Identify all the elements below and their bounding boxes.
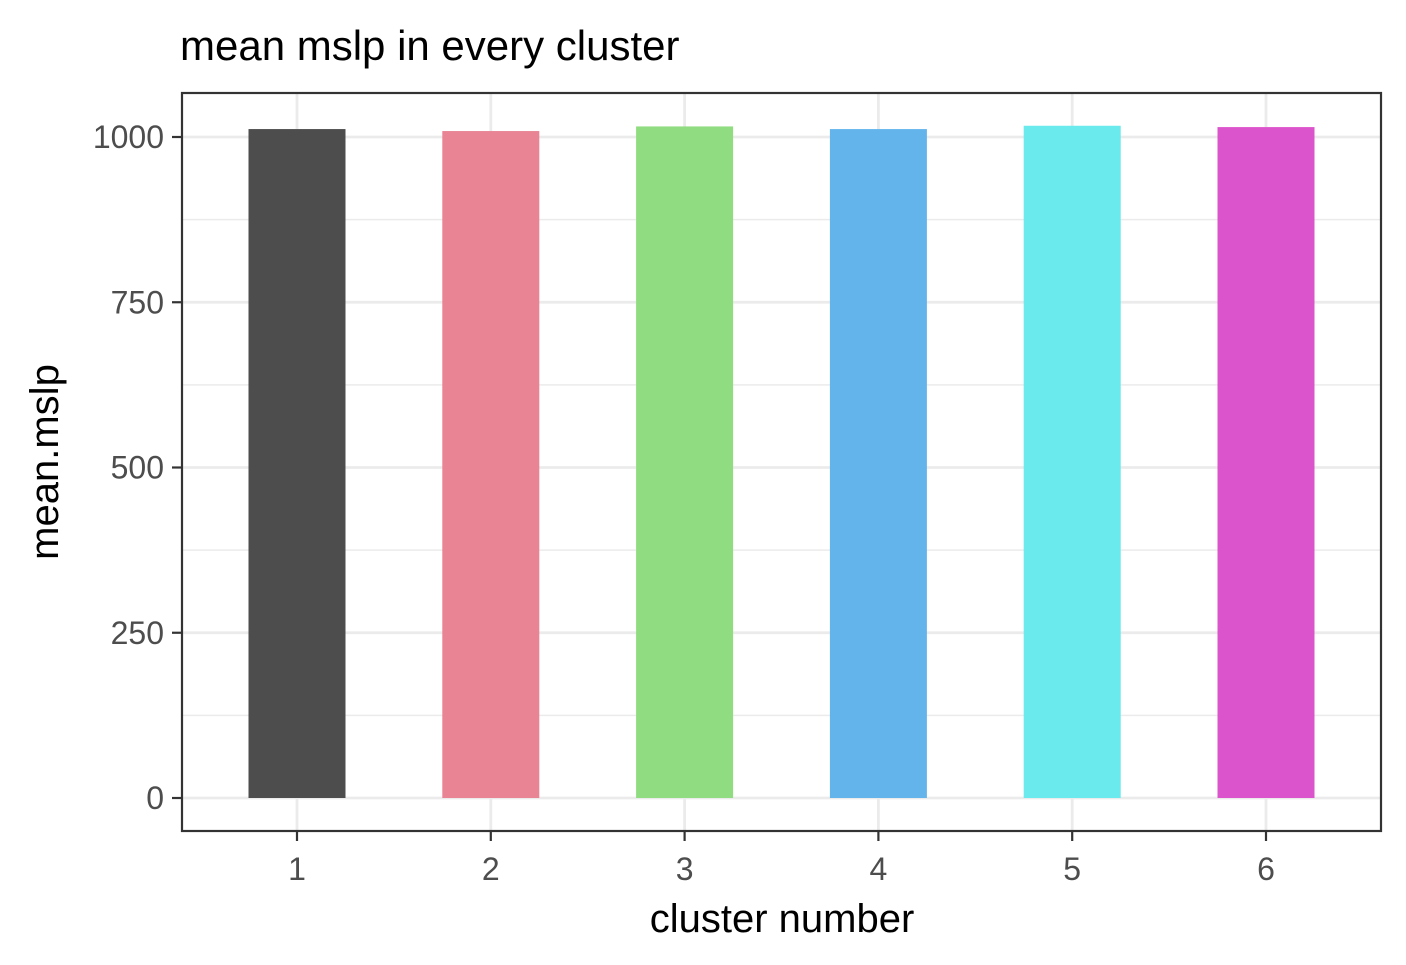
x-tick-label: 2	[482, 851, 500, 887]
bar-cluster-6	[1217, 127, 1315, 798]
bar-cluster-2	[442, 131, 540, 798]
x-axis: 1 2 3 4 5 6	[288, 831, 1275, 887]
y-tick-label: 250	[111, 615, 164, 651]
x-axis-title: cluster number	[650, 897, 915, 941]
x-tick-label: 6	[1257, 851, 1275, 887]
x-tick-label: 1	[288, 851, 306, 887]
y-axis: 0 250 500 750 1000	[93, 119, 182, 816]
y-tick-label: 0	[146, 780, 164, 816]
x-tick-label: 5	[1063, 851, 1081, 887]
y-tick-label: 500	[111, 450, 164, 486]
grid-layer	[182, 93, 1381, 831]
bar-cluster-3	[636, 126, 734, 798]
chart-title: mean mslp in every cluster	[180, 22, 680, 69]
bar-layer	[248, 125, 1315, 798]
bar-cluster-4	[829, 129, 927, 798]
x-tick-label: 4	[870, 851, 888, 887]
y-axis-title: mean.mslp	[23, 364, 67, 560]
y-tick-label: 1000	[93, 119, 164, 155]
plot-panel-border	[180, 91, 1383, 833]
x-tick-label: 3	[676, 851, 694, 887]
bar-cluster-5	[1023, 125, 1121, 798]
bar-cluster-1	[248, 129, 346, 798]
y-tick-label: 750	[111, 284, 164, 320]
